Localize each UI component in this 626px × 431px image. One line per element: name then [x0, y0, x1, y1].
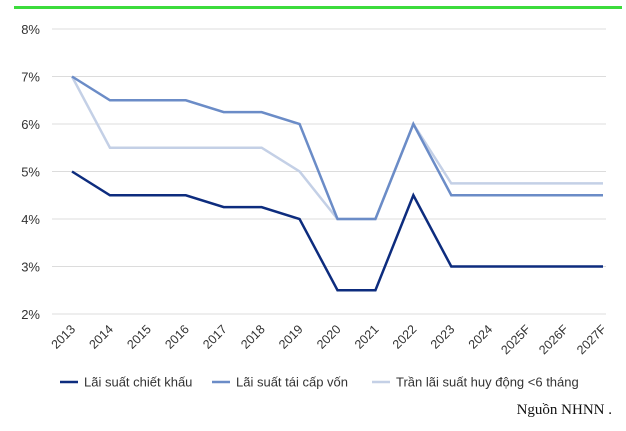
series-lines — [70, 75, 603, 292]
x-tick-label: 2021 — [352, 322, 382, 352]
x-tick-label: 2023 — [428, 322, 458, 352]
legend-label: Lãi suất tái cấp vốn — [236, 375, 348, 390]
y-tick-label: 7% — [21, 70, 40, 85]
x-axis-ticks: 2013 2014 2015 2016 2017 2018 2019 2020 2021 2022… — [49, 322, 610, 357]
x-tick-label: 2014 — [86, 322, 116, 352]
series-line — [71, 170, 603, 292]
x-tick-label: 2015 — [124, 322, 154, 352]
x-tick-label: 2027F — [574, 322, 609, 357]
x-tick-label: 2024 — [466, 322, 496, 352]
legend: Lãi suất chiết khấu Lãi suất tái cấp vốn T… — [60, 375, 579, 390]
top-accent-bar — [14, 6, 622, 9]
legend-item: Lãi suất chiết khấu — [60, 375, 192, 390]
series-line — [71, 75, 603, 221]
x-tick-label: 2022 — [390, 322, 420, 352]
y-tick-label: 5% — [21, 165, 40, 180]
legend-item: Lãi suất tái cấp vốn — [212, 375, 348, 390]
gridlines — [52, 28, 606, 315]
y-tick-label: 3% — [21, 260, 40, 275]
legend-label: Lãi suất chiết khấu — [84, 375, 192, 390]
legend-item: Trần lãi suất huy động <6 tháng — [372, 375, 579, 390]
x-tick-label: 2020 — [314, 322, 344, 352]
y-tick-label: 6% — [21, 117, 40, 132]
x-tick-label: 2016 — [162, 322, 192, 352]
x-tick-label: 2019 — [276, 322, 306, 352]
y-tick-label: 2% — [21, 307, 40, 322]
x-tick-label: 2013 — [49, 322, 79, 352]
series-line — [70, 75, 603, 221]
y-axis-ticks: 2% 3% 4% 5% 6% 7% 8% — [21, 22, 40, 322]
x-tick-label: 2017 — [200, 322, 230, 352]
y-tick-label: 8% — [21, 22, 40, 37]
y-tick-label: 4% — [21, 212, 40, 227]
x-tick-label: 2018 — [238, 322, 268, 352]
legend-label: Trần lãi suất huy động <6 tháng — [396, 375, 579, 390]
x-tick-label: 2025F — [498, 322, 533, 357]
source-note: Nguồn NHNN . — [516, 402, 612, 418]
x-tick-label: 2026F — [536, 322, 571, 357]
